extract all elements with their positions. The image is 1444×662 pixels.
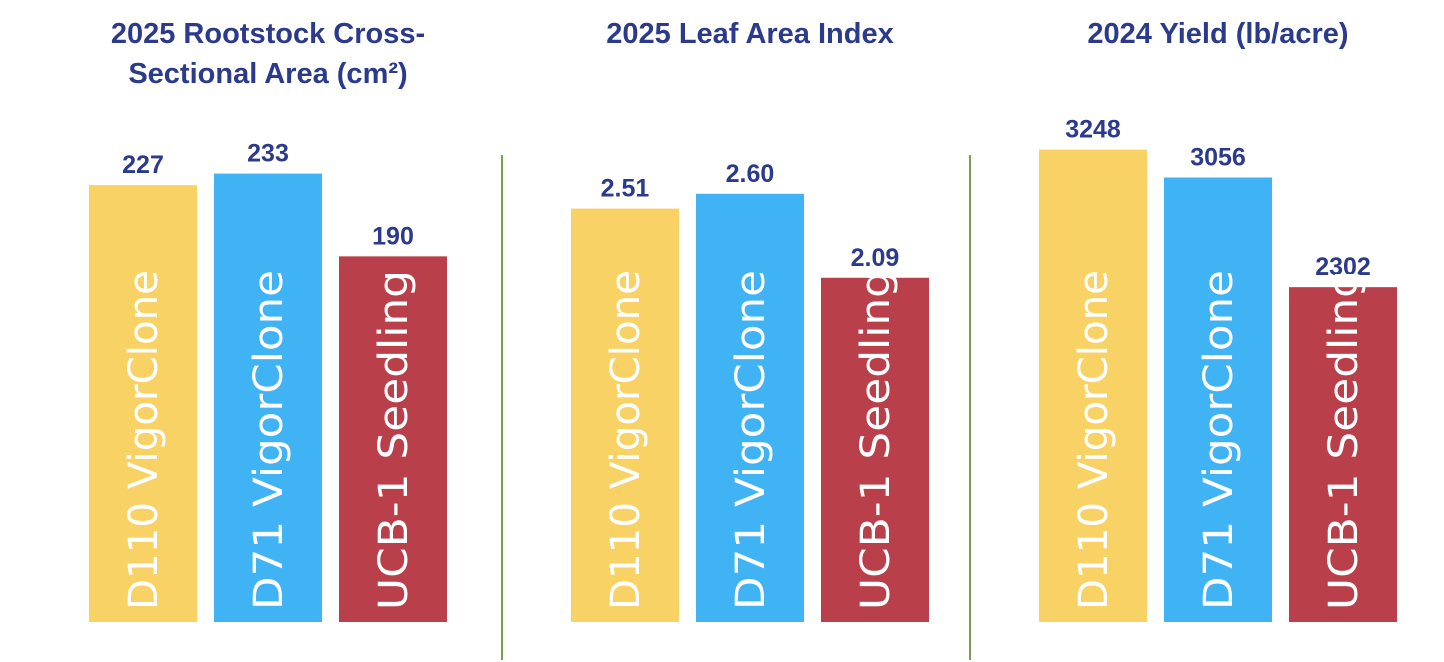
bar-ucb-1-seedling (821, 277, 929, 622)
bar-d71-vigorclone (214, 173, 322, 623)
chart-panel-leaf-area: 2025 Leaf Area Index 2.51 D110 VigorClone… (540, 0, 960, 662)
bar-d71-vigorclone (696, 193, 804, 622)
bar-d71-vigorclone (1164, 177, 1272, 622)
chart-title: 2024 Yield (lb/acre) (1087, 18, 1349, 50)
bar-ucb-1-seedling (339, 256, 447, 622)
value-label: 2302 (1315, 253, 1371, 281)
value-label: 190 (372, 222, 414, 250)
category-label: D110 VigorClone (603, 270, 649, 610)
panel-divider (501, 155, 503, 660)
bar-d110-vigorclone (1039, 149, 1147, 622)
category-label: D110 VigorClone (1071, 270, 1117, 610)
value-label: 2.09 (851, 244, 900, 272)
chart-title: 2025 Rootstock Cross- Sectional Area (cm… (110, 18, 426, 90)
value-label: 227 (122, 151, 164, 179)
bar-d110-vigorclone (571, 208, 679, 622)
category-label: UCB-1 Seedling (371, 270, 417, 610)
value-label: 3056 (1190, 143, 1246, 171)
chart-panel-rootstock: 2025 Rootstock Cross- Sectional Area (cm… (58, 0, 478, 662)
chart-title: 2025 Leaf Area Index (606, 18, 894, 50)
category-label: UCB-1 Seedling (1321, 270, 1367, 610)
value-label: 2.60 (726, 160, 775, 188)
category-label: D71 VigorClone (1196, 270, 1242, 610)
value-label: 233 (247, 140, 289, 168)
bar-d110-vigorclone (89, 185, 197, 623)
category-label: D110 VigorClone (121, 270, 167, 610)
value-label: 2.51 (601, 175, 650, 203)
bar-chart-leaf-area-index: 2.51 D110 VigorClone 2.60 D71 VigorClone 2.0… (571, 160, 929, 622)
bar-chart-rootstock-area: 227 D110 VigorClone 233 D71 VigorClone 190 UC… (89, 140, 447, 623)
chart-panel-yield: 2024 Yield (lb/acre) 3248 D110 VigorClone… (1008, 0, 1428, 662)
value-label: 3248 (1065, 116, 1121, 144)
category-label: D71 VigorClone (728, 270, 774, 610)
bar-ucb-1-seedling (1289, 287, 1397, 622)
bar-chart-yield: 3248 D110 VigorClone 3056 D71 VigorClone 230… (1039, 116, 1397, 622)
panel-divider (969, 155, 971, 660)
category-label: D71 VigorClone (246, 270, 292, 610)
category-label: UCB-1 Seedling (853, 270, 899, 610)
